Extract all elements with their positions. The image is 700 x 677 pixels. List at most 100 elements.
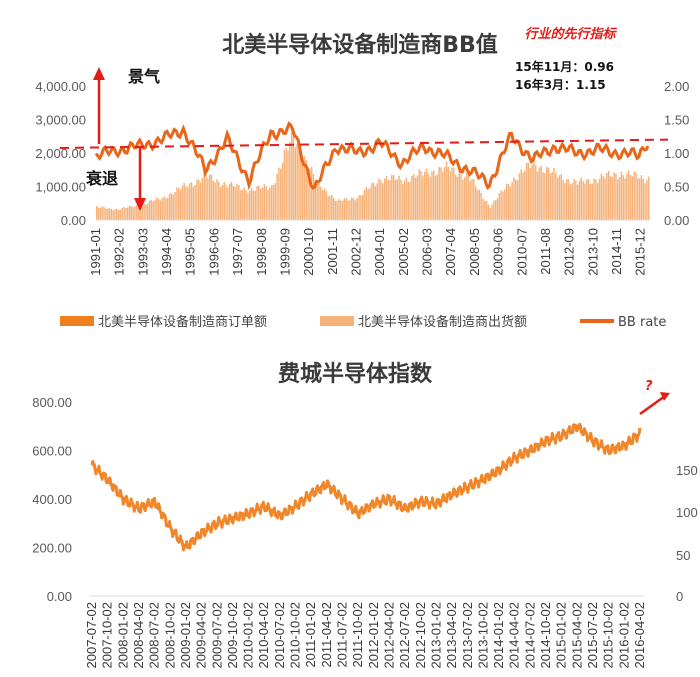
legend: 北美半导体设备制造商订单额 北美半导体设备制造商出货额 BB rate (60, 314, 666, 330)
shipment-bar (392, 175, 395, 220)
shipment-bar (103, 206, 105, 220)
sox-x-tick-label: 2015-10-02 (601, 602, 616, 669)
shipment-bar (281, 162, 284, 220)
shipment-bar (310, 166, 313, 220)
shipment-bar (254, 190, 256, 220)
shipment-bar (360, 195, 362, 220)
shipment-bar (622, 175, 624, 220)
shipment-bar (369, 187, 371, 220)
shipment-bar (354, 200, 357, 220)
shipment-bar (143, 203, 145, 220)
shipment-bar (236, 183, 238, 220)
shipment-bar (221, 185, 224, 220)
shipment-bar (309, 168, 311, 220)
x-tick-label: 2000-10 (301, 228, 316, 276)
shipment-bar (558, 175, 561, 220)
shipment-bar (312, 173, 315, 220)
shipment-bar (433, 170, 435, 220)
shipment-bar (638, 178, 641, 220)
sox-x-tick-label: 2011-01-02 (303, 602, 318, 668)
shipment-bar (225, 184, 227, 220)
x-tick-label: 1991-01 (88, 228, 103, 276)
shipment-bar (294, 147, 297, 220)
sox-x-tick-label: 2013-04-02 (444, 602, 459, 669)
shipment-bar (145, 204, 147, 220)
sox-x-tick-label: 2015-01-02 (554, 602, 569, 669)
shipment-bar (425, 168, 428, 220)
shipment-bar (423, 171, 426, 220)
left-tick-label: 2,000.00 (35, 146, 86, 161)
sox-x-tick-label: 2016-01-02 (616, 602, 631, 669)
shipment-bar (591, 183, 593, 220)
shipment-bar (340, 200, 342, 220)
shipment-bar (396, 179, 399, 220)
shipment-bar (420, 171, 422, 220)
legend-bb: BB rate (618, 315, 666, 330)
shipment-bar (627, 170, 630, 220)
shipment-bar (278, 167, 280, 220)
shipment-bar (429, 176, 431, 220)
shipment-bar (531, 164, 533, 220)
left-tick-label: 0.00 (61, 213, 86, 228)
shipment-bar (502, 191, 504, 220)
shipment-bar (301, 161, 304, 220)
question-mark: ? (645, 379, 653, 394)
sox-x-tick-label: 2010-01-02 (241, 602, 256, 669)
x-tick-label: 2014-11 (609, 228, 624, 275)
sox-x-tick-label: 2007-07-02 (84, 602, 99, 669)
shipment-bar (332, 197, 335, 220)
sox-left-tick-label: 200.00 (32, 541, 72, 556)
sox-x-tick-label: 2008-10-02 (162, 602, 177, 669)
shipment-bar (414, 177, 417, 220)
shipment-bar (511, 181, 513, 220)
x-tick-label: 2013-10 (585, 228, 600, 276)
shipment-bar (555, 172, 557, 220)
shipment-bar (498, 193, 501, 220)
shipment-bar (258, 185, 260, 220)
shipment-bar (464, 177, 466, 220)
shipment-bar (617, 179, 619, 220)
shipment-bar (194, 184, 196, 220)
x-tick-label: 2004-01 (372, 228, 387, 276)
sox-x-tick-label: 2012-07-02 (397, 602, 412, 669)
shipment-bar (600, 173, 603, 220)
shipment-bar (602, 176, 604, 220)
sox-left-tick-label: 0.00 (47, 589, 72, 604)
x-tick-label: 2012-09 (562, 228, 577, 276)
shipment-bar (128, 205, 131, 220)
shipment-bar (533, 158, 535, 220)
shipment-bar (451, 167, 453, 220)
shipment-bar (296, 143, 298, 220)
shipment-bar (489, 208, 491, 220)
shipment-bar (168, 194, 171, 220)
shipment-bar (646, 179, 648, 220)
shipment-bar (263, 184, 266, 220)
shipment-bar (389, 180, 391, 220)
shipment-bar (480, 192, 482, 220)
shipment-bar (551, 171, 553, 220)
shipment-bar (148, 200, 151, 220)
bb-rate-line (94, 121, 650, 191)
shipment-bar (116, 208, 118, 220)
shipment-bar (165, 198, 167, 220)
shipment-bar (400, 179, 402, 220)
shipment-bar (210, 174, 213, 220)
sox-x-tick-label: 2012-01-02 (366, 602, 381, 669)
note-mar-2016: 16年3月：1.15 (515, 77, 606, 92)
shipment-bar (540, 165, 542, 220)
shipment-bar (465, 172, 468, 220)
shipment-bar (487, 204, 490, 220)
right-tick-label: 1.50 (664, 113, 689, 128)
shipment-bar (500, 190, 502, 220)
legend-swatch-orders (60, 316, 94, 326)
shipment-bar (458, 172, 460, 220)
shipment-bar (298, 145, 300, 220)
shipment-bar (157, 198, 160, 220)
shipment-bar (412, 174, 415, 220)
shipment-bar (218, 181, 220, 220)
shipment-bar (462, 179, 464, 220)
shipment-bar (403, 180, 406, 220)
sox-x-tick-label: 2009-10-02 (225, 602, 240, 669)
shipment-bar (378, 178, 380, 220)
shipment-bar (527, 162, 530, 220)
